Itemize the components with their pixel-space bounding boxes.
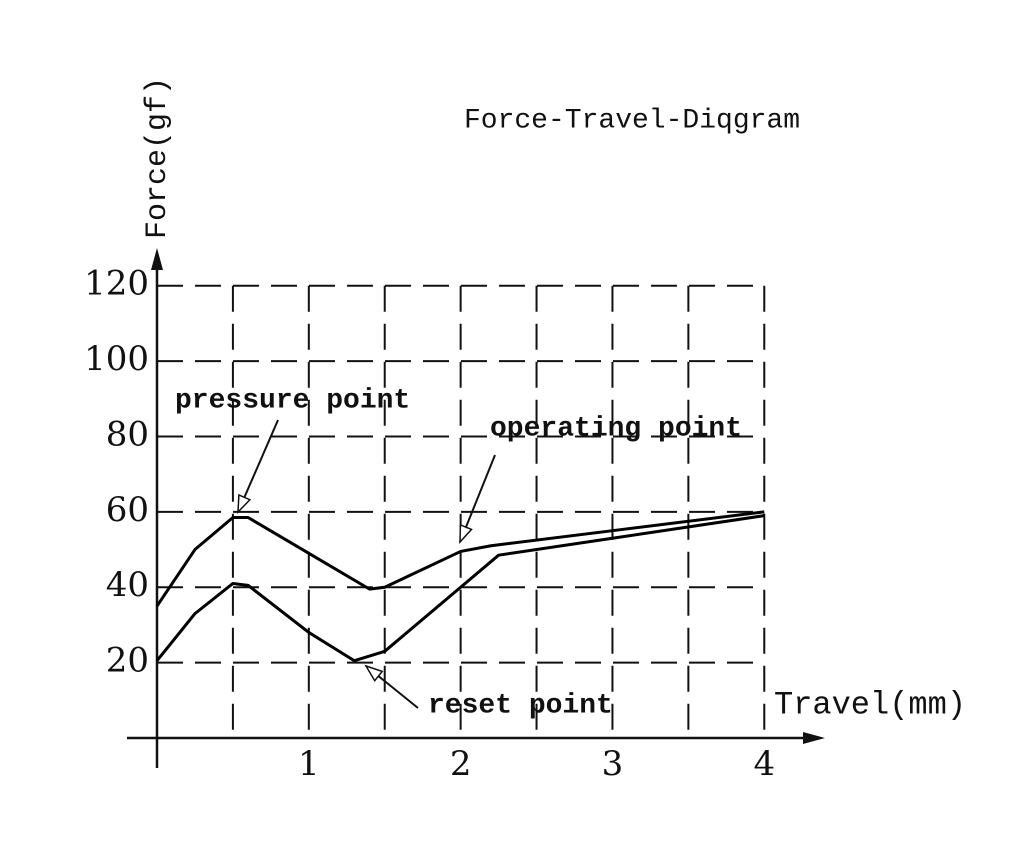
annotation: pressure point xyxy=(175,385,410,416)
x-axis-arrow xyxy=(803,732,825,744)
y-tick-label: 40 xyxy=(106,565,149,605)
force-curve xyxy=(155,514,765,663)
annotation: reset point xyxy=(428,690,613,721)
y-tick-label: 120 xyxy=(84,264,149,304)
y-axis-arrow xyxy=(151,248,163,270)
y-axis-label: Force(gf) xyxy=(141,77,175,239)
y-tick-label: 20 xyxy=(106,641,149,681)
x-tick-label: 3 xyxy=(602,744,624,784)
annotation-arrowhead xyxy=(364,664,384,683)
y-tick-label: 80 xyxy=(106,414,149,454)
x-tick-label: 4 xyxy=(753,744,775,784)
x-tick-label: 1 xyxy=(298,744,320,784)
annotation-arrowhead xyxy=(237,493,252,514)
annotation: operating point xyxy=(490,413,742,444)
x-axis-label: Travel(mm) xyxy=(774,686,966,723)
chart-title: Force-Travel-Diqgram xyxy=(464,105,800,136)
x-tick-label: 2 xyxy=(450,744,472,784)
force-curve xyxy=(155,510,765,607)
y-tick-label: 60 xyxy=(106,490,149,530)
y-tick-label: 100 xyxy=(84,339,149,379)
annotation-arrowhead xyxy=(459,523,473,544)
